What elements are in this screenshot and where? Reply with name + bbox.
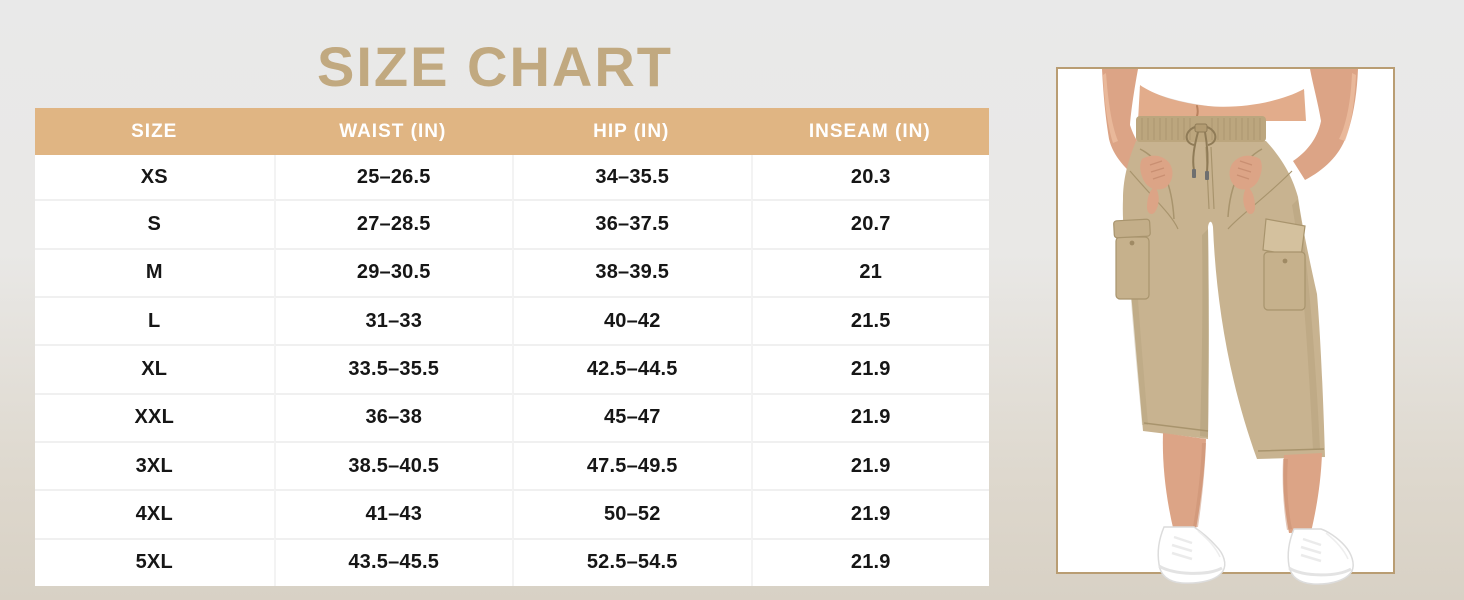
table-cell: 45–47 (512, 392, 751, 441)
navel (1196, 105, 1199, 117)
table-cell: 21.5 (750, 296, 989, 345)
torso-midriff (1138, 85, 1306, 121)
table-row: M 29–30.5 38–39.5 21 (35, 247, 989, 297)
table-cell: 43.5–45.5 (273, 537, 512, 586)
table-cell: 36–37.5 (512, 199, 751, 248)
right-sneaker (1287, 528, 1354, 585)
table-cell: 25–26.5 (273, 155, 512, 200)
table-cell: 3XL (35, 441, 274, 490)
table-row: L 31–33 40–42 21.5 (35, 296, 989, 345)
table-cell: 21.9 (750, 392, 989, 441)
table-row: 5XL 43.5–45.5 52.5–54.5 21.9 (35, 537, 989, 586)
right-arm (1293, 69, 1358, 180)
size-table-body: XS 25–26.5 34–35.5 20.3 S 27–28.5 36–37.5 20.7 M… (35, 155, 989, 586)
table-row: S 27–28.5 36–37.5 20.7 (35, 199, 989, 248)
table-cell: 36–38 (273, 392, 512, 441)
table-cell: 50–52 (512, 489, 751, 538)
column-header-size: SIZE (35, 108, 274, 155)
table-cell: 41–43 (273, 489, 512, 538)
table-cell: 27–28.5 (273, 199, 512, 248)
column-header-hip: HIP (IN) (512, 108, 751, 155)
drawstring (1185, 123, 1217, 180)
table-cell: 42.5–44.5 (512, 344, 751, 393)
left-sneaker (1157, 526, 1226, 584)
table-cell: 21.9 (750, 489, 989, 538)
page-title: SIZE CHART (317, 35, 673, 98)
table-row: XL 33.5–35.5 42.5–44.5 21.9 (35, 344, 989, 393)
table-cell: 40–42 (512, 296, 751, 345)
table-cell: 34–35.5 (512, 155, 751, 200)
table-cell: XS (35, 155, 274, 200)
left-hand (1140, 155, 1173, 215)
table-cell: M (35, 247, 274, 297)
table-row: XXL 36–38 45–47 21.9 (35, 392, 989, 441)
table-cell: 20.7 (750, 199, 989, 248)
right-calf (1282, 453, 1322, 533)
waistband (1136, 116, 1266, 180)
table-cell: 38–39.5 (512, 247, 751, 297)
table-cell: 4XL (35, 489, 274, 538)
table-header-row: SIZE WAIST (IN) HIP (IN) INSEAM (IN) (35, 108, 989, 155)
product-photo (1102, 69, 1358, 585)
table-cell: 31–33 (273, 296, 512, 345)
cargo-pocket-right (1262, 218, 1306, 311)
cargo-pocket-left (1113, 218, 1151, 300)
size-table: SIZE WAIST (IN) HIP (IN) INSEAM (IN) XS 2… (35, 108, 989, 586)
right-hand (1229, 155, 1262, 215)
table-cell: 38.5–40.5 (273, 441, 512, 490)
table-cell: 21.9 (750, 344, 989, 393)
column-header-waist: WAIST (IN) (273, 108, 512, 155)
table-row: 4XL 41–43 50–52 21.9 (35, 489, 989, 538)
table-cell: 47.5–49.5 (512, 441, 751, 490)
table-cell: 21 (750, 247, 989, 297)
table-cell: S (35, 199, 274, 248)
table-cell: 5XL (35, 537, 274, 586)
table-cell: 21.9 (750, 537, 989, 586)
left-calf (1162, 433, 1206, 532)
table-cell: L (35, 296, 274, 345)
table-row: 3XL 38.5–40.5 47.5–49.5 21.9 (35, 441, 989, 490)
table-cell: XXL (35, 392, 274, 441)
table-cell: 29–30.5 (273, 247, 512, 297)
table-cell: 21.9 (750, 441, 989, 490)
product-photo-frame (1056, 67, 1395, 585)
table-cell: 20.3 (750, 155, 989, 200)
table-cell: XL (35, 344, 274, 393)
table-cell: 52.5–54.5 (512, 537, 751, 586)
table-row: XS 25–26.5 34–35.5 20.3 (35, 155, 989, 200)
table-cell: 33.5–35.5 (273, 344, 512, 393)
column-header-inseam: INSEAM (IN) (750, 108, 989, 155)
